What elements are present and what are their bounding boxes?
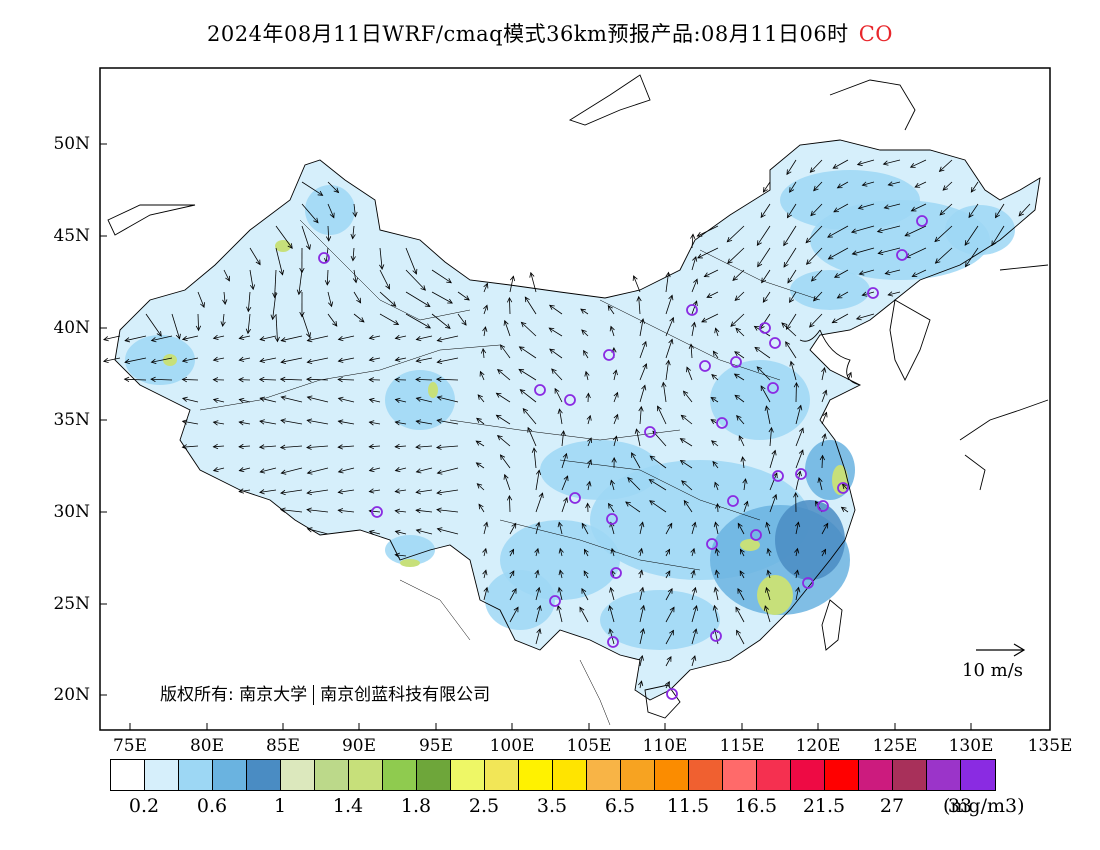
copyright-org2: 南京创蓝科技有限公司 — [320, 685, 491, 705]
wind-scale-label: 10 m/s — [962, 660, 1023, 681]
colorbar-swatch — [417, 760, 451, 790]
colorbar-swatch — [179, 760, 213, 790]
colorbar-swatch — [587, 760, 621, 790]
pollutant-label: CO — [858, 22, 893, 46]
lon-tick-label: 75E — [112, 736, 148, 756]
colorbar-swatch — [349, 760, 383, 790]
colorbar-unit: (mg/m3) — [943, 795, 1025, 817]
colorbar-swatch — [689, 760, 723, 790]
wind-scale-arrow — [976, 643, 1026, 657]
copyright-owner: 版权所有: — [160, 685, 234, 705]
colorbar-label: 1.8 — [400, 795, 432, 817]
lat-tick-label: 20N — [53, 685, 90, 705]
lon-tick-label: 110E — [642, 736, 688, 756]
colorbar-label: 0.6 — [196, 795, 228, 817]
lat-tick-label: 40N — [53, 318, 90, 338]
lon-tick-label: 85E — [265, 736, 301, 756]
copyright-notice: 版权所有: 南京大学 南京创蓝科技有限公司 — [160, 680, 490, 705]
colorbar-swatch — [927, 760, 961, 790]
colorbar-swatch — [553, 760, 587, 790]
lon-tick-label: 115E — [719, 736, 765, 756]
lon-tick-label: 125E — [872, 736, 918, 756]
colorbar-swatch — [315, 760, 349, 790]
colorbar-label: 3.5 — [536, 795, 568, 817]
colorbar-label: 33 — [947, 795, 973, 817]
colorbar-swatch — [213, 760, 247, 790]
colorbar-swatch — [111, 760, 145, 790]
lon-tick-label: 100E — [489, 736, 535, 756]
colorbar-swatch — [247, 760, 281, 790]
colorbar-swatch — [723, 760, 757, 790]
colorbar-label: 21.5 — [802, 795, 846, 817]
colorbar — [110, 759, 996, 791]
lat-tick-label: 30N — [53, 502, 90, 522]
colorbar-swatch — [859, 760, 893, 790]
lat-tick-label: 35N — [53, 410, 90, 430]
wind-vectors — [102, 159, 1031, 689]
colorbar-label: 16.5 — [734, 795, 778, 817]
colorbar-label: 0.2 — [128, 795, 160, 817]
lat-tick-label: 25N — [53, 594, 90, 614]
monitoring-stations — [318, 215, 928, 700]
concentration-field — [115, 140, 1040, 700]
colorbar-swatch — [281, 760, 315, 790]
colorbar-label: 1.4 — [332, 795, 364, 817]
colorbar-swatch — [757, 760, 791, 790]
colorbar-swatch — [791, 760, 825, 790]
colorbar-swatch — [485, 760, 519, 790]
axis-ticks — [100, 143, 972, 730]
colorbar-swatch — [519, 760, 553, 790]
lat-tick-label: 50N — [53, 134, 90, 154]
chart-title: 2024年08月11日WRF/cmaq模式36km预报产品:08月11日06时 C… — [0, 18, 1100, 48]
colorbar-swatch — [655, 760, 689, 790]
colorbar-swatch — [825, 760, 859, 790]
lon-tick-label: 120E — [795, 736, 841, 756]
colorbar-swatch — [621, 760, 655, 790]
colorbar-label: 27 — [879, 795, 905, 817]
colorbar-swatch — [893, 760, 927, 790]
colorbar-swatch — [383, 760, 417, 790]
lon-tick-label: 105E — [566, 736, 612, 756]
lat-tick-label: 45N — [53, 226, 90, 246]
lon-tick-label: 80E — [189, 736, 225, 756]
colorbar-swatch — [961, 760, 995, 790]
colorbar-swatch — [145, 760, 179, 790]
colorbar-label: 2.5 — [468, 795, 500, 817]
copyright-org1: 南京大学 — [239, 685, 308, 705]
lon-tick-label: 90E — [341, 736, 377, 756]
colorbar-label: 11.5 — [666, 795, 710, 817]
colorbar-label: 6.5 — [604, 795, 636, 817]
borders — [107, 74, 1049, 726]
copyright-separator — [313, 685, 315, 705]
lon-tick-label: 135E — [1027, 736, 1073, 756]
colorbar-label: 1 — [273, 795, 287, 817]
colorbar-swatch — [451, 760, 485, 790]
title-main: 2024年08月11日WRF/cmaq模式36km预报产品:08月11日06时 — [207, 22, 849, 46]
lon-tick-label: 130E — [948, 736, 994, 756]
lon-tick-label: 95E — [418, 736, 454, 756]
